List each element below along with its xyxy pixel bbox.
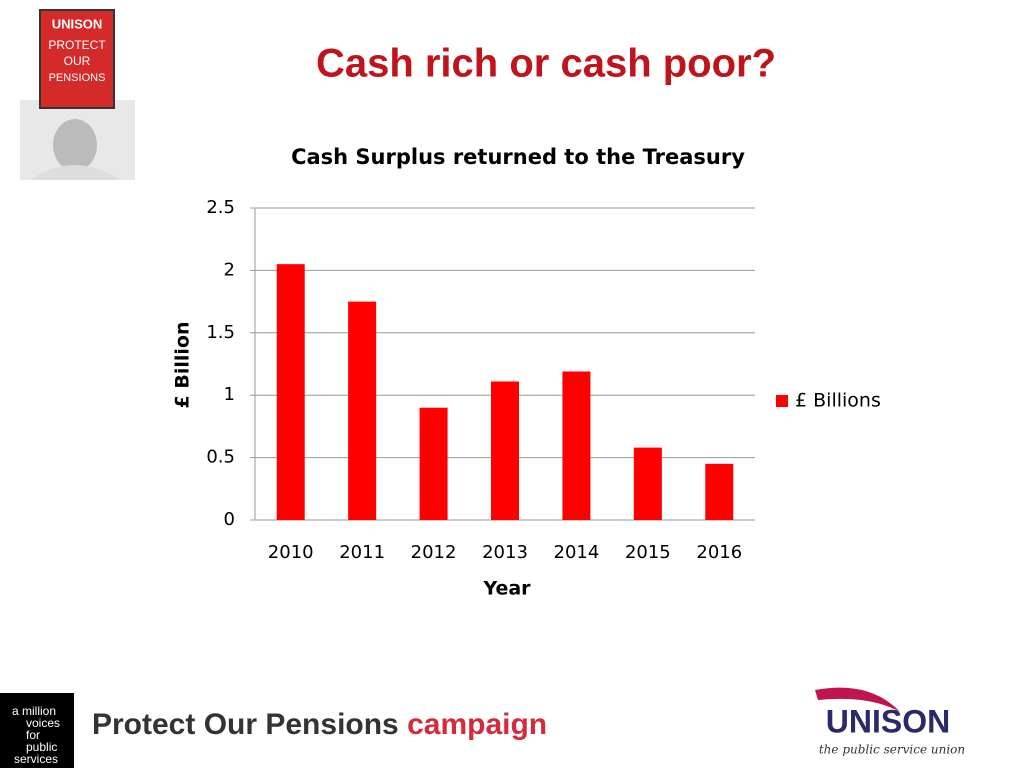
x-axis-label: Year [482, 578, 531, 600]
chart-title: Cash Surplus returned to the Treasury [291, 145, 745, 169]
x-tick-label: 2012 [411, 542, 457, 563]
person-body [30, 165, 120, 180]
x-tick-label: 2014 [554, 542, 600, 563]
slide-title: Cash rich or cash poor? [316, 42, 776, 86]
x-tick-label: 2011 [339, 542, 385, 563]
plot: 0 0.5 1 1.5 2 2.5 2010 2011 2012 2013 2014 2015 2016… [206, 197, 880, 563]
placard-text: OUR [64, 54, 91, 68]
badge-text: services [14, 752, 58, 766]
footer-tagline: the public service union [819, 743, 965, 757]
y-tick-label: 1.5 [206, 322, 235, 343]
y-tick-label: 0.5 [206, 447, 235, 468]
bar [562, 371, 591, 520]
footer-campaign: Protect Our Pensions campaign [92, 708, 547, 741]
placard-text: PENSIONS [49, 72, 106, 84]
x-tick-label: 2013 [482, 542, 528, 563]
placard-photo: UNISON PROTECT OUR PENSIONS [20, 9, 135, 180]
legend-swatch [776, 395, 788, 407]
y-tick-label: 1 [224, 384, 235, 405]
badge-text: public [26, 740, 57, 754]
x-tick-label: 2015 [625, 542, 671, 563]
footer-badge [0, 693, 74, 768]
bar [276, 264, 305, 520]
footer-logo: UNISON [826, 703, 950, 739]
legend-label: £ Billions [795, 390, 881, 412]
bar [491, 381, 519, 520]
bar [419, 407, 448, 520]
badge-text: voices [26, 716, 60, 730]
person-head [53, 119, 97, 171]
y-tick-label: 2 [224, 259, 235, 280]
campaign-word: campaign [407, 708, 547, 741]
y-axis-label: £ Billion [172, 322, 194, 409]
placard-text: UNISON [52, 16, 103, 31]
bar [633, 447, 662, 520]
y-tick-label: 0 [224, 509, 235, 530]
placard-text: PROTECT [48, 38, 106, 52]
badge-text: a million [12, 704, 56, 718]
logo-swoosh [815, 687, 900, 712]
y-tick-label: 2.5 [206, 197, 235, 218]
x-tick-label: 2016 [696, 542, 742, 563]
bar [705, 463, 734, 520]
campaign-name: Protect Our Pensions [92, 708, 399, 741]
x-tick-label: 2010 [268, 542, 314, 563]
badge-text: for [26, 728, 40, 742]
placard [39, 9, 115, 109]
bar [348, 301, 377, 520]
